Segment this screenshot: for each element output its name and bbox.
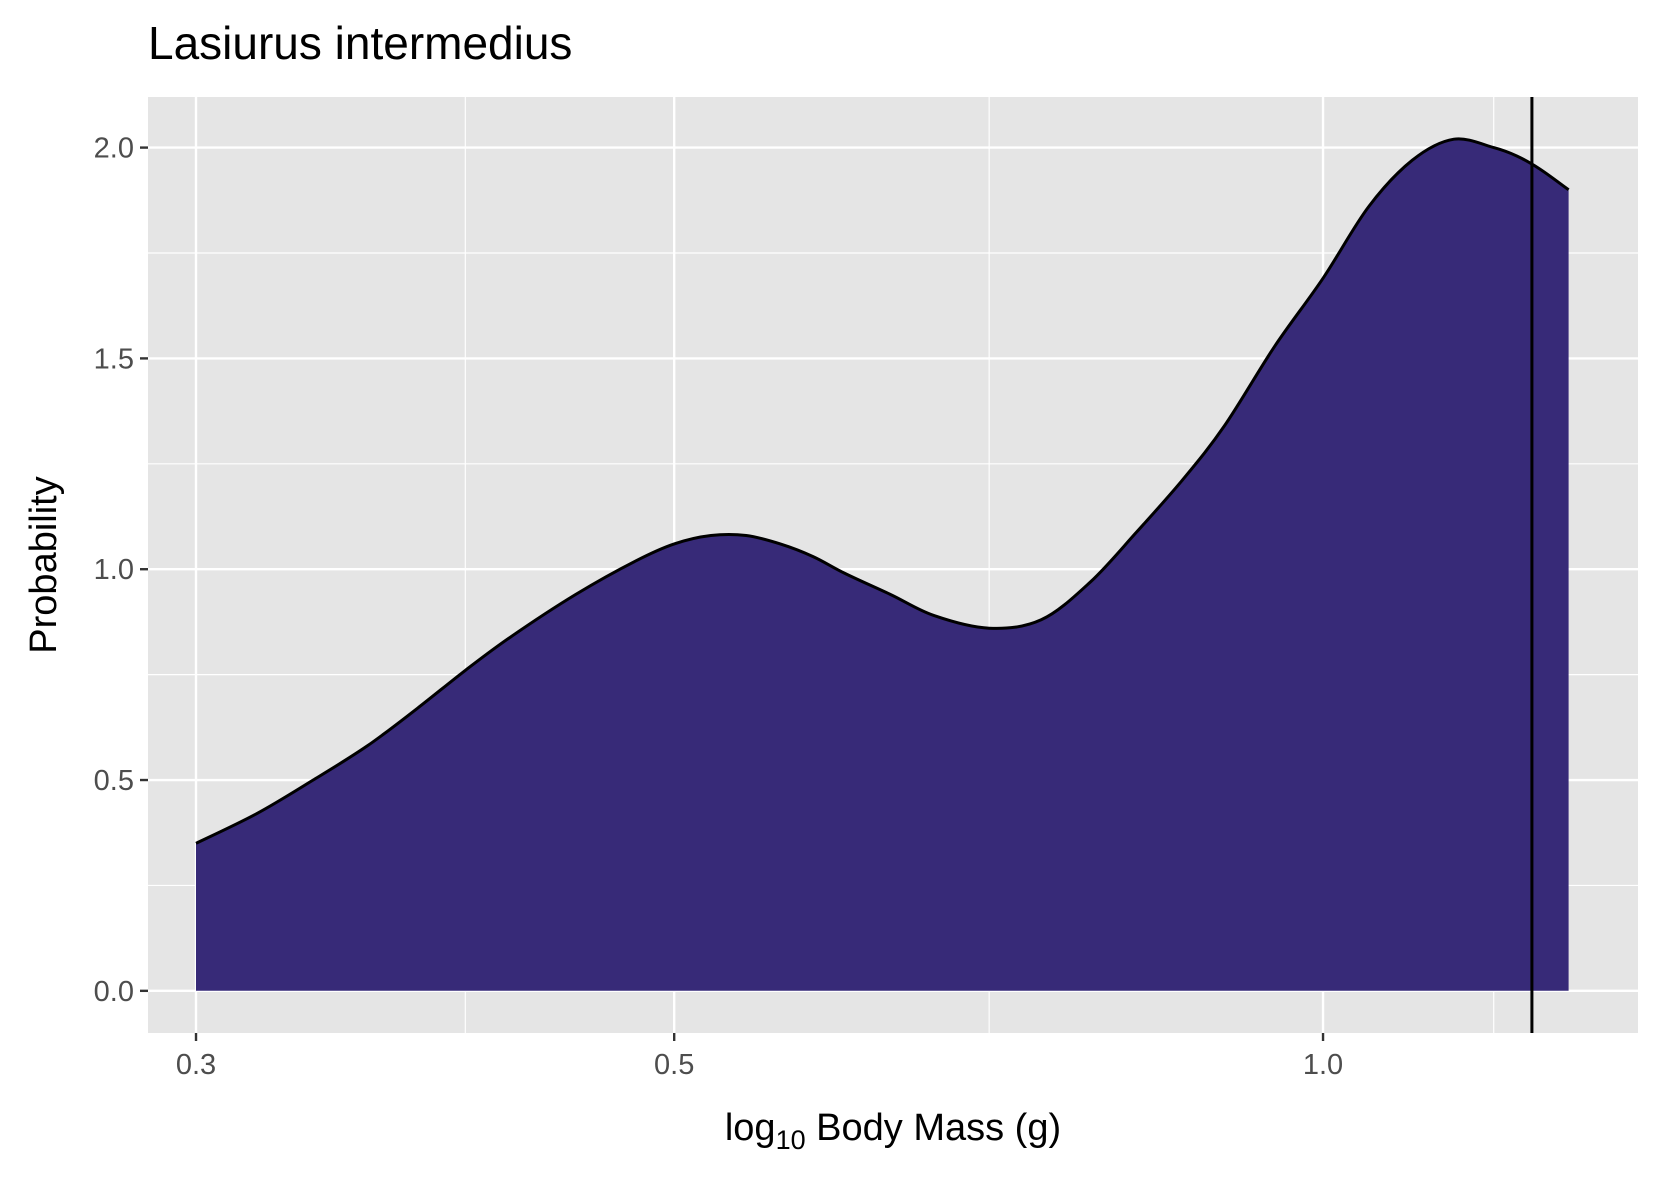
density-area	[196, 138, 1569, 991]
density-curve	[195, 137, 1570, 845]
x-axis-title: log10 Body Mass (g)	[725, 1107, 1061, 1155]
x-tick-label: 1.0	[1303, 1049, 1343, 1081]
x-axis-title-suffix: Body Mass (g)	[806, 1107, 1062, 1149]
x-axis-title-prefix: log	[725, 1107, 776, 1149]
x-axis-ticks: 0.3 0.5 1.0	[176, 1033, 1343, 1081]
y-tick-label: 2.0	[94, 133, 134, 165]
y-axis-ticks: 0.0 0.5 1.0 1.5 2.0	[94, 133, 148, 1008]
chart-title: Lasiurus intermedius	[148, 17, 573, 69]
y-tick-label: 0.0	[94, 976, 134, 1008]
y-tick-label: 0.5	[94, 765, 134, 797]
y-axis-title: Probability	[23, 476, 65, 653]
x-axis-title-subscript: 10	[776, 1125, 806, 1155]
x-tick-label: 0.5	[654, 1049, 694, 1081]
x-tick-label: 0.3	[176, 1049, 216, 1081]
y-tick-label: 1.5	[94, 343, 134, 375]
y-tick-label: 1.0	[94, 554, 134, 586]
